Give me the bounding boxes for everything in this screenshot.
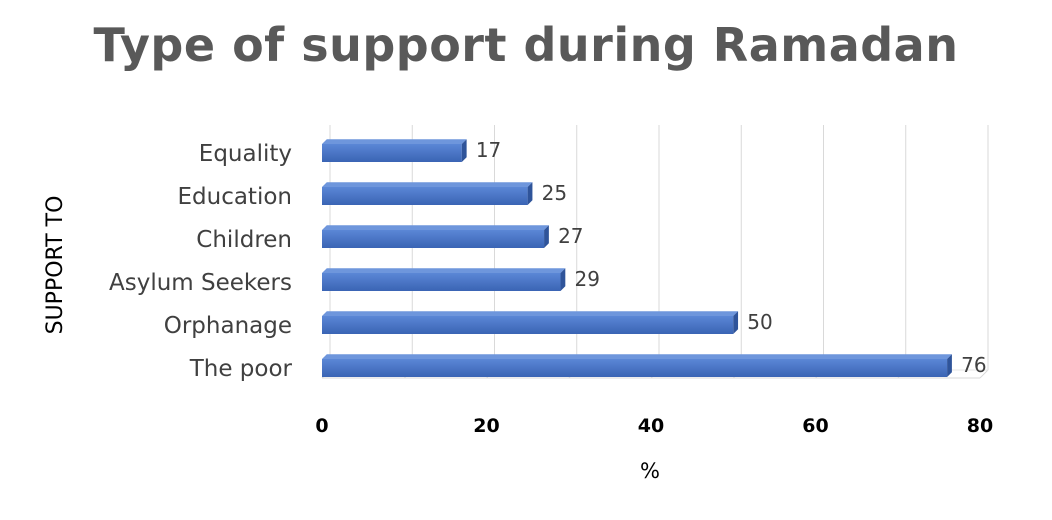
bar-front-face (322, 316, 734, 334)
bar-front-face (322, 144, 462, 162)
bar-side-face (733, 311, 739, 334)
bar-equality (322, 139, 467, 162)
bar-the-poor (322, 354, 952, 377)
bar-top-face (322, 139, 467, 144)
bar-education (322, 182, 533, 205)
data-label: 76 (961, 353, 986, 377)
bar-front-face (322, 187, 528, 205)
bar-children (322, 225, 549, 248)
bar-asylum-seekers (322, 268, 566, 291)
x-tick-label: 20 (473, 415, 499, 437)
gridlines (321, 125, 989, 379)
x-tick-label: 60 (802, 415, 828, 437)
x-tick-label: 0 (315, 415, 328, 437)
bar-orphanage (322, 311, 739, 334)
chart-title: Type of support during Ramadan (93, 18, 959, 72)
bar-side-face (544, 225, 549, 248)
x-axis-title: % (640, 459, 660, 483)
bar-top-face (322, 268, 566, 273)
bar-top-face (322, 311, 739, 316)
x-tick-label: 80 (967, 415, 993, 437)
y-axis-title: SUPPORT TO (43, 196, 68, 335)
category-label: Orphanage (164, 313, 292, 339)
bars (322, 139, 952, 377)
category-label: Asylum Seekers (109, 270, 292, 296)
data-label: 25 (542, 181, 567, 205)
bar-top-face (322, 354, 952, 359)
category-label: The poor (189, 356, 293, 382)
data-label: 17 (476, 138, 501, 162)
category-label: Children (196, 227, 292, 253)
bar-front-face (322, 230, 545, 248)
gridline-floor (979, 369, 989, 379)
bar-side-face (461, 139, 467, 162)
bar-top-face (322, 182, 533, 187)
category-label: Education (177, 184, 292, 210)
bar-side-face (527, 182, 533, 205)
bar-top-face (322, 225, 549, 230)
bar-front-face (322, 273, 561, 291)
data-label: 27 (558, 224, 583, 248)
bar-side-face (560, 268, 566, 291)
bar-side-face (947, 354, 952, 377)
data-label: 50 (747, 310, 772, 334)
category-label: Equality (199, 141, 292, 167)
x-tick-label: 40 (638, 415, 664, 437)
bar-front-face (322, 359, 948, 377)
data-label: 29 (575, 267, 600, 291)
labels: 0 20 40 60 80 Equality 17 Education 25 Children 27… (109, 138, 993, 437)
